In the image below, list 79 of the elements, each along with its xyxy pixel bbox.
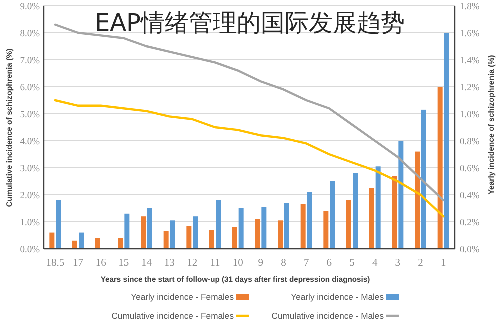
bar [193,216,198,249]
bar [170,220,176,249]
bar [95,238,100,249]
bar [330,182,336,249]
bar [438,87,443,249]
chart-title: EAP情绪管理的国际发展趋势 [94,9,406,37]
x-tick-label: 3 [395,258,401,269]
y-tick-label: 8.0% [20,29,40,40]
bar [50,232,55,249]
y2-tick-label: 1.4% [460,56,480,66]
y2-tick-label: 1.2% [460,83,480,94]
y-tick-label: 0.0% [20,245,40,256]
bar [422,110,426,249]
y-tick-label: 1.0% [20,218,40,228]
bar [307,192,312,249]
x-tick-label: 10 [232,258,244,269]
x-tick-label: 13 [164,258,175,269]
legend-label: Yearly incidence - Females [131,292,234,302]
legend-label: Cumulative incidence - Females [112,311,234,321]
bar [376,166,381,249]
x-tick-label: 4 [372,258,378,269]
bar [186,226,192,249]
bar [232,227,238,249]
bar [238,208,244,249]
bar [255,219,260,249]
bar [56,200,62,249]
y-tick-label: 6.0% [20,83,40,94]
y2-tick-label: 1.6% [460,29,480,40]
x-tick-label: 6 [326,258,332,269]
x-tick-label: 15 [118,258,130,269]
x-tick-label: 5 [350,258,355,269]
bar [164,231,169,249]
y2-tick-label: 0.0% [460,245,480,256]
y2-tick-label: 0.4% [460,191,480,202]
x-tick-label: 12 [187,258,198,269]
x-tick-label: 11 [210,258,220,269]
bar [284,203,290,249]
y-tick-label: 7.0% [20,56,40,66]
x-tick-label: 8 [281,258,286,269]
x-tick-label: 14 [142,258,153,269]
bar [300,204,306,249]
bar [148,208,152,249]
y-tick-label: 9.0% [20,2,40,12]
x-tick-label: 18.5 [46,258,65,269]
bar [353,173,358,249]
y2-tick-label: 1.8% [460,2,480,12]
bar [369,188,374,249]
bar [346,200,352,249]
legend-label: Yearly incidence - Males [291,292,384,302]
bar [278,220,283,249]
bar [324,211,329,249]
bar [141,216,146,249]
line-series [54,99,445,218]
bar [398,141,404,249]
x-tick-label: 9 [258,258,264,269]
y-tick-label: 3.0% [20,164,40,174]
y-tick-label: 5.0% [20,110,40,120]
y-tick-label: 2.0% [20,191,40,202]
bar [262,207,267,249]
y-tick-label: 4.0% [20,137,40,148]
bar [415,152,420,249]
bar [216,200,221,249]
x-tick-label: 1 [440,258,446,269]
x-tick-label: 2 [418,258,424,269]
x-tick-label: 7 [304,258,310,269]
bar [79,232,84,249]
bar [210,230,214,249]
bar [72,240,78,249]
bar [124,214,130,249]
x-tick-label: 17 [73,258,84,269]
bar [392,176,398,249]
bar [444,33,450,249]
y2-tick-label: 0.6% [460,164,480,174]
legend-label: Cumulative incidence - Males [272,311,384,321]
y2-tick-label: 0.2% [460,218,480,228]
bar [118,238,124,249]
y2-tick-label: 0.8% [460,137,480,148]
x-tick-label: 16 [96,258,106,269]
y2-tick-label: 1.0% [460,110,480,120]
